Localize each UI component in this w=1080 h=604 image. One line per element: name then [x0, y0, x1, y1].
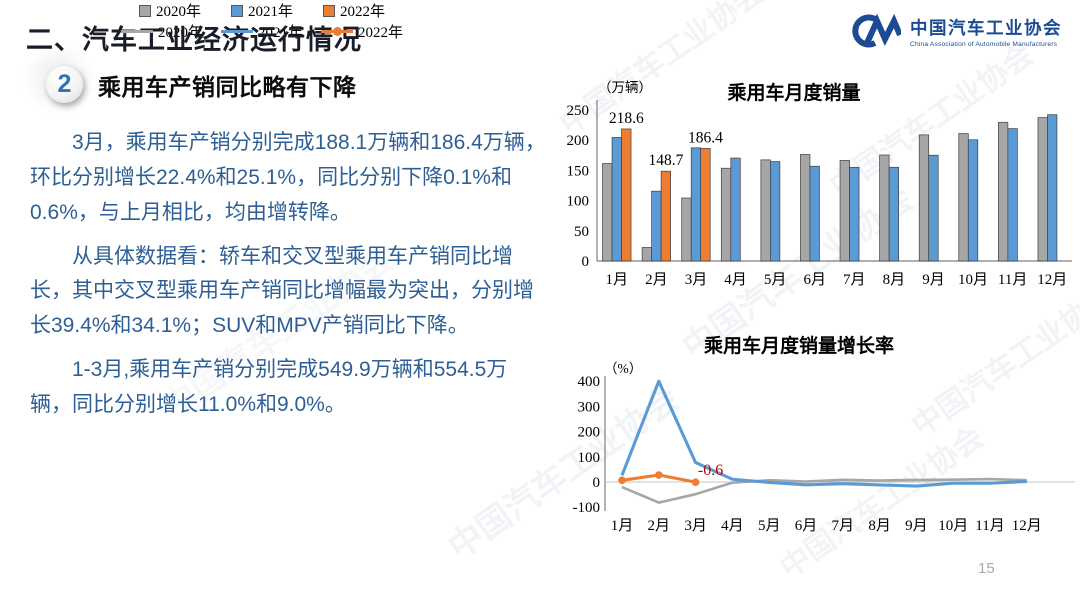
svg-text:6月: 6月	[803, 272, 826, 288]
legend-item-2022年: 2022年	[321, 21, 403, 42]
svg-text:9月: 9月	[922, 272, 945, 288]
svg-text:7月: 7月	[843, 272, 866, 288]
svg-text:（万辆）: （万辆）	[598, 80, 652, 95]
svg-text:11月: 11月	[998, 272, 1027, 288]
bar-chart-monthly-sales: 乘用车月度销量 （万辆） 0 50 100 150 200 250 218.6 148.7 186.…	[556, 72, 1080, 310]
legend-item-2020年: 2020年	[120, 21, 203, 42]
bar-chart-legend: 2020年 2021年 2022年	[0, 0, 524, 21]
svg-text:3月: 3月	[684, 518, 707, 534]
svg-text:5月: 5月	[758, 518, 781, 534]
caam-logo: 中国汽车工业协会 China Association of Automobile…	[845, 12, 1062, 55]
svg-text:250: 250	[567, 103, 590, 119]
body-text: 3月，乘用车产销分别完成188.1万辆和186.4万辆，环比分别增长22.4%和…	[30, 126, 547, 432]
legend-item-2021年: 2021年	[230, 0, 293, 21]
section-number-badge: 2	[46, 66, 83, 103]
svg-text:1月: 1月	[611, 518, 634, 534]
svg-text:（%）: （%）	[604, 361, 642, 376]
svg-text:12月: 12月	[1037, 272, 1067, 288]
svg-text:2月: 2月	[648, 518, 671, 534]
svg-text:200: 200	[567, 133, 590, 149]
svg-text:-100: -100	[573, 500, 601, 516]
section-heading-row: 2 乘用车产销同比略有下降	[46, 66, 357, 103]
legend-line-sample-icon	[120, 27, 153, 36]
line-chart-growth-rate: 乘用车月度销量增长率 （%） -100 0 100 200 300 400 -0.6 1月 2月 3月…	[556, 330, 1080, 544]
svg-text:50: 50	[574, 224, 589, 240]
svg-text:8月: 8月	[883, 272, 906, 288]
legend-swatch-icon	[323, 4, 335, 17]
legend-swatch-icon	[138, 4, 151, 17]
svg-text:2月: 2月	[645, 272, 668, 288]
svg-text:1月: 1月	[606, 272, 629, 288]
svg-text:乘用车月度销量增长率: 乘用车月度销量增长率	[703, 334, 894, 357]
svg-text:10月: 10月	[958, 272, 988, 288]
svg-text:100: 100	[567, 194, 590, 210]
bar-chart-svg: 乘用车月度销量 （万辆） 0 50 100 150 200 250 218.6 148.7 186.…	[567, 80, 1072, 288]
svg-text:200: 200	[578, 425, 601, 441]
logo-name-en: China Association of Automobile Manufact…	[910, 40, 1058, 48]
body-paragraph: 从具体数据看：轿车和交叉型乘用车产销同比增长，其中交叉型乘用车产销同比增幅最为突…	[30, 244, 534, 338]
svg-text:-0.6: -0.6	[698, 462, 723, 479]
logo-name-cn: 中国汽车工业协会	[910, 18, 1062, 39]
legend-line-sample-icon	[321, 27, 353, 36]
svg-text:218.6: 218.6	[609, 110, 644, 127]
svg-text:9月: 9月	[905, 518, 928, 534]
caam-logo-mark-icon	[845, 12, 903, 55]
legend-label: 2020年	[155, 4, 201, 20]
svg-text:0: 0	[593, 475, 601, 491]
svg-text:300: 300	[578, 399, 601, 415]
svg-text:400: 400	[578, 374, 601, 390]
svg-text:186.4: 186.4	[688, 129, 723, 146]
legend-item-2021年: 2021年	[220, 21, 303, 42]
svg-text:5月: 5月	[764, 272, 787, 288]
svg-text:10月: 10月	[938, 518, 968, 534]
svg-text:150: 150	[567, 163, 590, 179]
page-number: 15	[978, 560, 995, 577]
svg-text:乘用车月度销量: 乘用车月度销量	[726, 81, 860, 104]
svg-text:6月: 6月	[795, 518, 818, 534]
svg-text:148.7: 148.7	[648, 152, 683, 169]
svg-text:7月: 7月	[832, 518, 855, 534]
legend-item-2020年: 2020年	[138, 0, 201, 21]
svg-text:3月: 3月	[685, 272, 708, 288]
body-paragraph: 3月，乘用车产销分别完成188.1万辆和186.4万辆，环比分别增长22.4%和…	[30, 131, 546, 224]
legend-label: 2021年	[257, 25, 303, 41]
svg-text:4月: 4月	[724, 272, 747, 288]
legend-label: 2020年	[157, 25, 203, 41]
page-title: 二、汽车工业经济运行情况	[26, 25, 362, 55]
svg-text:8月: 8月	[868, 518, 891, 534]
line-chart-legend: 2020年 2021年 2022年	[0, 21, 524, 42]
section-heading: 乘用车产销同比略有下降	[98, 73, 357, 100]
legend-label: 2021年	[247, 4, 293, 20]
svg-text:11月: 11月	[975, 518, 1004, 534]
line-chart-svg: 乘用车月度销量增长率 （%） -100 0 100 200 300 400 -0.6 1月 2月 3月…	[573, 334, 1075, 534]
svg-text:12月: 12月	[1012, 518, 1042, 534]
svg-text:100: 100	[578, 450, 601, 466]
legend-line-sample-icon	[220, 27, 253, 36]
legend-label: 2022年	[340, 4, 386, 20]
svg-text:4月: 4月	[721, 518, 744, 534]
legend-swatch-icon	[230, 4, 243, 17]
body-paragraph: 1-3月,乘用车产销分别完成549.9万辆和554.5万辆，同比分别增长11.0…	[30, 358, 508, 417]
legend-label: 2022年	[358, 25, 404, 41]
svg-text:0: 0	[582, 254, 590, 270]
legend-item-2022年: 2022年	[323, 0, 385, 21]
